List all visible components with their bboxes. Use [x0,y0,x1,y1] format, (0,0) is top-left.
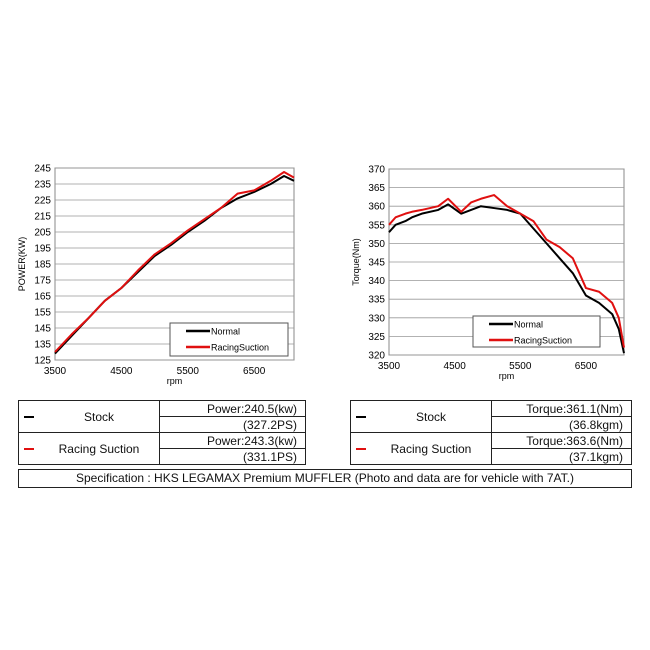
row-label: Stock [371,400,492,433]
racing-line-swatch [24,448,34,451]
kgm-value: (37.1kgm) [491,448,632,465]
y-tick-label: 225 [34,196,51,207]
x-tick-label: 6500 [575,361,598,372]
legend-label: RacingSuction [514,336,572,346]
y-tick-label: 245 [34,164,51,175]
ps-value: (331.1PS) [159,448,306,465]
y-axis-label: Torque(Nm) [351,238,361,286]
y-tick-label: 370 [368,165,385,176]
y-tick-label: 165 [34,292,51,303]
x-tick-label: 4500 [444,361,467,372]
legend [472,315,601,348]
y-tick-label: 235 [34,180,51,191]
row-label: Racing Suction [39,432,160,465]
torque-table: Stock Torque:361.1(Nm) (36.8kgm) Racing … [350,400,632,465]
y-tick-label: 125 [34,356,51,367]
racing-line-swatch [356,448,366,451]
y-tick-label: 145 [34,324,51,335]
series-line-normal [388,203,625,354]
legend-label: Normal [211,327,240,337]
y-tick-label: 175 [34,276,51,287]
x-tick-label: 4500 [110,366,133,377]
y-tick-label: 135 [34,340,51,351]
y-tick-label: 360 [368,202,385,213]
power-value: Power:243.3(kw) [159,432,306,449]
kgm-value: (36.8kgm) [491,416,632,433]
y-tick-label: 205 [34,228,51,239]
y-tick-label: 330 [368,313,385,324]
x-tick-label: 5500 [509,361,532,372]
specification: Specification : HKS LEGAMAX Premium MUFF… [18,469,632,488]
x-axis-label: rpm [499,371,515,381]
y-tick-label: 350 [368,239,385,250]
legend-label: Normal [514,320,543,330]
legend [169,322,289,357]
y-axis-label: POWER(KW) [17,237,27,292]
x-tick-label: 5500 [177,366,200,377]
y-tick-label: 215 [34,212,51,223]
y-tick-label: 320 [368,351,385,362]
torque-value: Torque:363.6(Nm) [491,432,632,449]
y-tick-label: 340 [368,276,385,287]
series-line-racingsuction [388,194,625,348]
x-axis-label: rpm [167,376,183,386]
x-tick-label: 3500 [378,361,401,372]
power-table: Stock Power:240.5(kw) (327.2PS) Racing S… [18,400,306,465]
y-tick-label: 335 [368,295,385,306]
y-tick-label: 195 [34,244,51,255]
x-tick-label: 3500 [44,366,67,377]
power-value: Power:240.5(kw) [159,400,306,417]
y-tick-label: 355 [368,220,385,231]
y-tick-label: 345 [368,258,385,269]
y-tick-label: 155 [34,308,51,319]
series-line-racingsuction [54,171,295,353]
x-tick-label: 6500 [243,366,266,377]
y-tick-label: 185 [34,260,51,271]
torque-value: Torque:361.1(Nm) [491,400,632,417]
ps-value: (327.2PS) [159,416,306,433]
row-label: Racing Suction [371,432,492,465]
row-label: Stock [39,400,160,433]
y-tick-label: 325 [368,332,385,343]
legend-label: RacingSuction [211,343,269,353]
stock-line-swatch [24,416,34,419]
stock-line-swatch [356,416,366,419]
y-tick-label: 365 [368,183,385,194]
